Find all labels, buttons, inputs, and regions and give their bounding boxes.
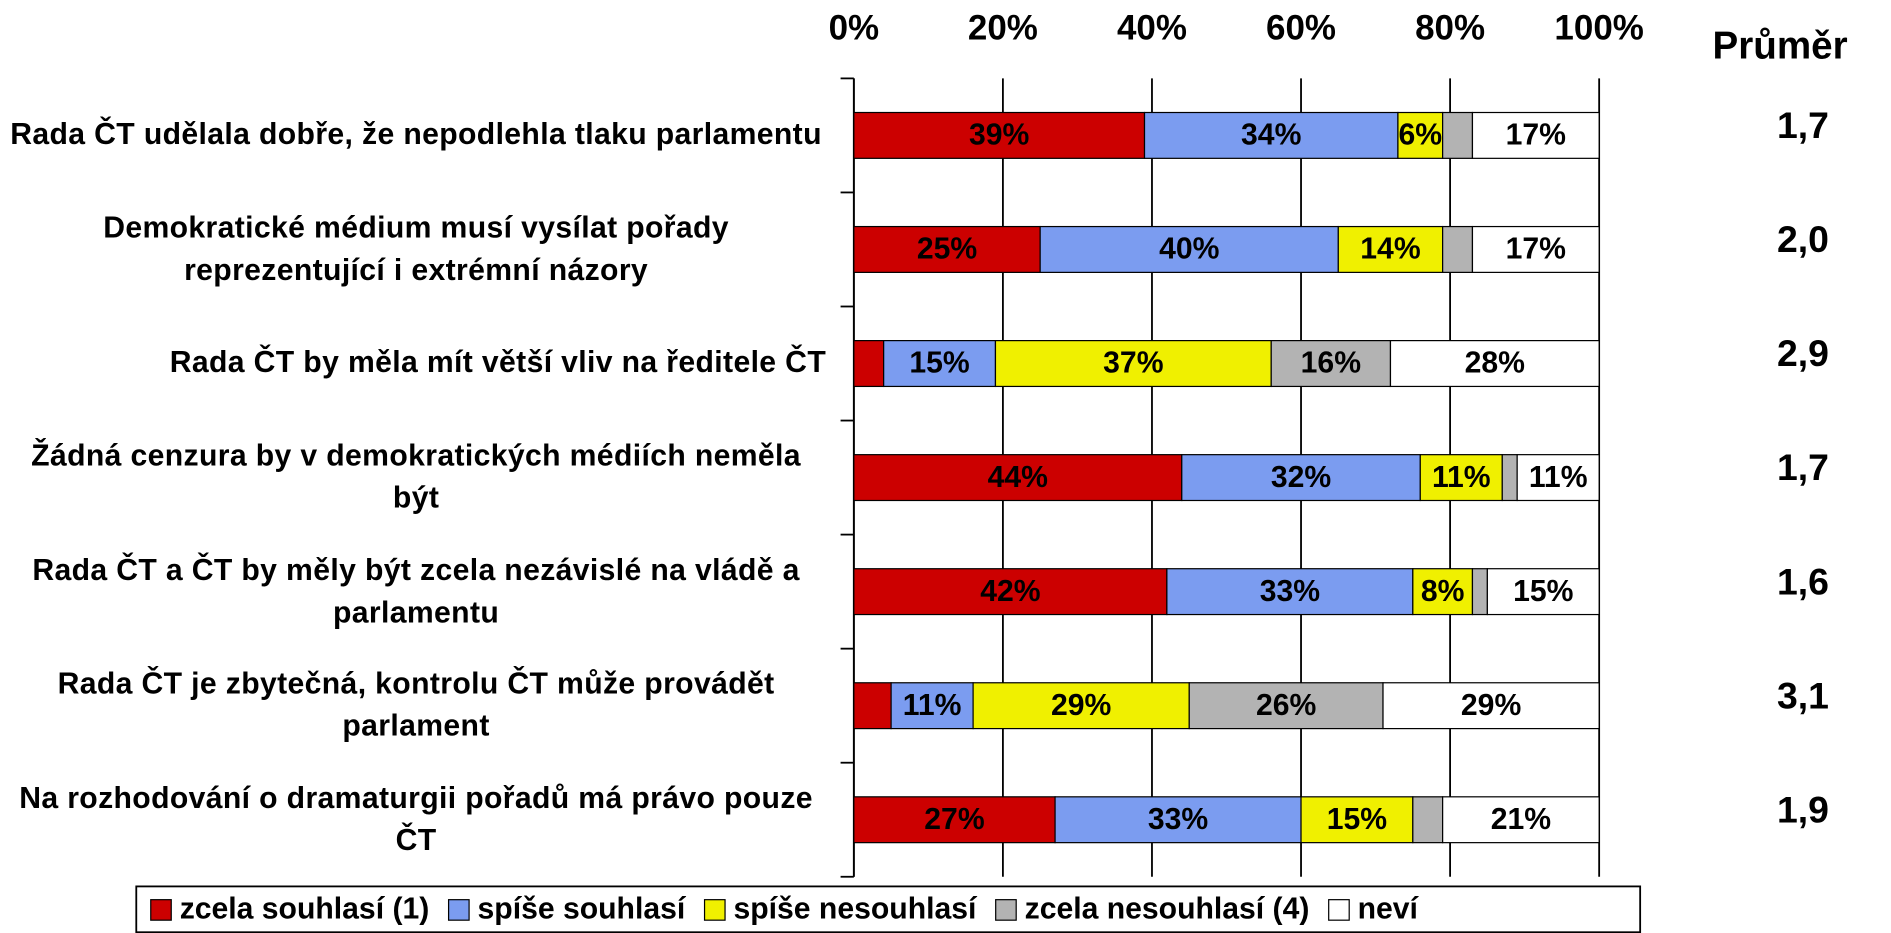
value-label: 11% <box>1432 461 1491 494</box>
bar-segment <box>1442 225 1474 273</box>
legend: zcela souhlasí (1) spíše souhlasí spíše ne… <box>135 885 1642 933</box>
value-label: 17% <box>1506 119 1566 152</box>
legend-label: spíše nesouhlasí <box>733 892 978 925</box>
legend-label: zcela nesouhlasí (4) <box>1025 892 1310 925</box>
bar-segment <box>994 340 1272 388</box>
category-label: Rada ČT udělala dobře, že nepodlehla tla… <box>10 117 822 152</box>
value-label: 27% <box>924 803 984 836</box>
bar-segment <box>1442 796 1600 844</box>
bar-segment <box>1054 796 1302 844</box>
mean-value: 2,0 <box>1777 218 1829 260</box>
legend-label: spíše souhlasí <box>478 892 687 925</box>
bar-segment <box>1471 225 1600 273</box>
value-label: 42% <box>980 575 1040 608</box>
bar-segment <box>1471 111 1600 159</box>
value-label: 39% <box>969 119 1029 152</box>
value-label: 15% <box>1513 575 1573 608</box>
value-label: 28% <box>1465 347 1525 380</box>
value-label: 40% <box>1159 233 1219 266</box>
category-label: Demokratické médium musí vysílat pořady … <box>103 210 729 287</box>
legend-swatch <box>150 899 172 921</box>
category-label: Rada ČT by měla mít větší vliv na ředite… <box>169 346 827 380</box>
value-label: 34% <box>1241 119 1301 152</box>
value-label: 29% <box>1461 689 1521 722</box>
mean-value: 1,7 <box>1777 104 1829 146</box>
mean-value: 1,6 <box>1777 560 1829 602</box>
bar-segment <box>1382 682 1600 730</box>
mean-value: 1,7 <box>1777 446 1829 488</box>
bar-segment <box>1188 682 1384 730</box>
bar-segment <box>972 682 1190 730</box>
mean-value: 1,9 <box>1777 788 1829 830</box>
category-label: Rada ČT je zbytečná, kontrolu ČT může pr… <box>57 667 775 744</box>
legend-label: neví <box>1358 892 1420 925</box>
bar-segment <box>853 225 1041 273</box>
legend-swatch <box>1328 899 1350 921</box>
bar-segment <box>1471 568 1488 616</box>
mean-value: 2,9 <box>1777 332 1829 374</box>
bar-segment <box>853 568 1168 616</box>
category-label: Na rozhodování o dramaturgii pořadů má p… <box>19 781 813 858</box>
legend-label: zcela souhlasí (1) <box>180 892 430 925</box>
bar-segment <box>1501 454 1518 502</box>
x-tick-label: 0% <box>829 8 880 47</box>
x-tick-label: 20% <box>968 8 1038 47</box>
bar-segment <box>1442 111 1474 159</box>
bar-segment <box>883 340 997 388</box>
value-label: 6% <box>1398 119 1442 152</box>
legend-swatch <box>703 899 726 921</box>
value-label: 15% <box>909 347 969 380</box>
value-label: 8% <box>1421 575 1465 608</box>
value-label: 25% <box>917 233 977 266</box>
value-label: 21% <box>1491 803 1551 836</box>
value-label: 16% <box>1301 347 1361 380</box>
bar-segment <box>1389 340 1600 388</box>
mean-value: 3,1 <box>1777 674 1829 716</box>
bar-segment <box>853 682 892 730</box>
bar-segment <box>853 111 1146 159</box>
value-label: 29% <box>1051 689 1111 722</box>
bar-segment <box>1419 454 1503 502</box>
category-label: Rada ČT a ČT by měly být zcela nezávislé… <box>32 553 800 630</box>
value-label: 11% <box>1529 461 1588 494</box>
bar-segment <box>1166 568 1414 616</box>
x-tick-label: 80% <box>1415 8 1485 47</box>
bar-segment <box>853 796 1056 844</box>
bar-segment <box>1181 454 1421 502</box>
means-title: Průměr <box>1713 24 1848 67</box>
bar-segment <box>1412 796 1444 844</box>
value-label: 17% <box>1506 233 1566 266</box>
value-label: 14% <box>1360 233 1420 266</box>
bar-segment <box>1486 568 1600 616</box>
legend-swatch <box>447 899 470 921</box>
bar-segment <box>1270 340 1392 388</box>
value-label: 33% <box>1260 575 1320 608</box>
bar-segment <box>1516 454 1600 502</box>
value-label: 37% <box>1103 347 1163 380</box>
value-label: 33% <box>1148 803 1208 836</box>
category-label: Žádná cenzura by v demokratických médiíc… <box>31 438 801 515</box>
bar-segment <box>853 340 885 388</box>
bar-segment <box>1337 225 1444 273</box>
x-tick-label: 40% <box>1117 8 1187 47</box>
value-label: 15% <box>1327 803 1387 836</box>
x-tick-label: 60% <box>1266 8 1336 47</box>
bar-segment <box>1397 111 1444 159</box>
bar-segment <box>1300 796 1414 844</box>
legend-swatch <box>995 899 1017 921</box>
value-label: 44% <box>988 461 1048 494</box>
x-tick-label: 100% <box>1554 8 1643 47</box>
value-label: 11% <box>903 689 962 722</box>
value-label: 32% <box>1271 461 1331 494</box>
value-label: 26% <box>1256 689 1316 722</box>
legend-frame <box>135 885 1642 933</box>
